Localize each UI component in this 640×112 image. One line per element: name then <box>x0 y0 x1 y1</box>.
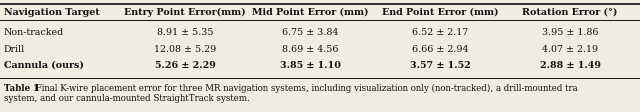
Text: Rotation Error (°): Rotation Error (°) <box>522 8 618 16</box>
Text: 6.52 ± 2.17: 6.52 ± 2.17 <box>412 28 468 37</box>
Text: Table 1: Table 1 <box>4 84 39 93</box>
Text: Drill: Drill <box>4 44 25 54</box>
Text: 12.08 ± 5.29: 12.08 ± 5.29 <box>154 44 216 54</box>
Text: 3.85 ± 1.10: 3.85 ± 1.10 <box>280 60 340 70</box>
Text: Non-tracked: Non-tracked <box>4 28 64 37</box>
Text: 6.75 ± 3.84: 6.75 ± 3.84 <box>282 28 338 37</box>
Text: 4.07 ± 2.19: 4.07 ± 2.19 <box>542 44 598 54</box>
Text: 3.57 ± 1.52: 3.57 ± 1.52 <box>410 60 470 70</box>
Text: system, and our cannula-mounted StraightTrack system.: system, and our cannula-mounted Straight… <box>4 94 250 102</box>
Text: 8.69 ± 4.56: 8.69 ± 4.56 <box>282 44 339 54</box>
Text: 6.66 ± 2.94: 6.66 ± 2.94 <box>412 44 468 54</box>
Text: End Point Error (mm): End Point Error (mm) <box>381 8 499 16</box>
Text: 8.91 ± 5.35: 8.91 ± 5.35 <box>157 28 213 37</box>
Text: Navigation Target: Navigation Target <box>4 8 100 16</box>
Text: 2.88 ± 1.49: 2.88 ± 1.49 <box>540 60 600 70</box>
Text: Mid Point Error (mm): Mid Point Error (mm) <box>252 8 368 16</box>
Text: 3.95 ± 1.86: 3.95 ± 1.86 <box>541 28 598 37</box>
Text: Cannula (ours): Cannula (ours) <box>4 60 84 70</box>
Text: Entry Point Error(mm): Entry Point Error(mm) <box>124 7 246 17</box>
Text: Final K-wire placement error for three MR navigation systems, including visualiz: Final K-wire placement error for three M… <box>33 83 578 93</box>
Text: 5.26 ± 2.29: 5.26 ± 2.29 <box>155 60 216 70</box>
